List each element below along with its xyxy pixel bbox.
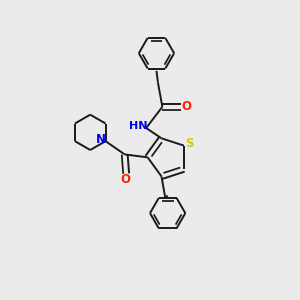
Text: HN: HN bbox=[129, 121, 147, 131]
Text: N: N bbox=[96, 134, 106, 146]
Text: O: O bbox=[121, 173, 130, 186]
Text: S: S bbox=[185, 137, 194, 150]
Text: O: O bbox=[181, 100, 191, 113]
